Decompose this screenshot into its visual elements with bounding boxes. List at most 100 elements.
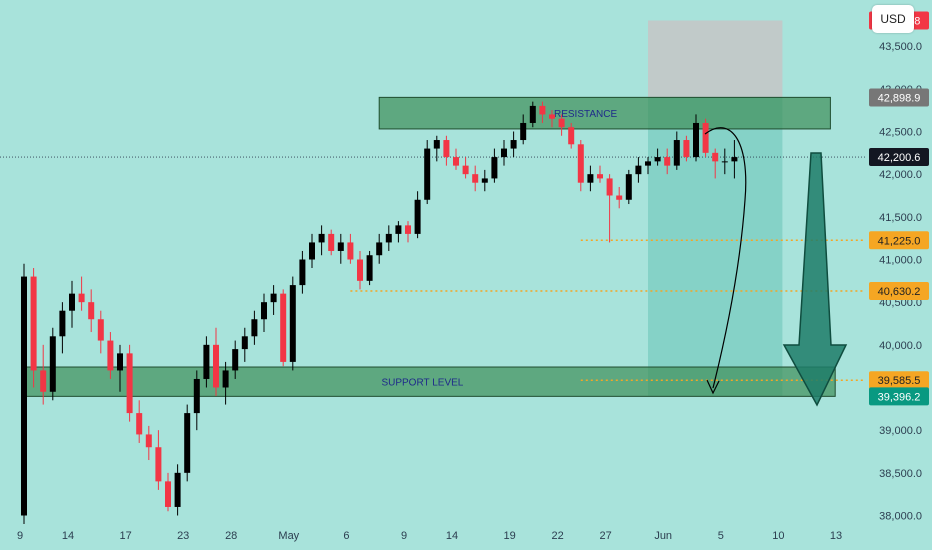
candle-body: [597, 174, 603, 179]
candle-body: [481, 178, 488, 183]
candle: [97, 310, 104, 354]
candle-body: [193, 378, 200, 414]
candle: [491, 148, 498, 183]
candle: [309, 233, 315, 269]
candle: [673, 131, 680, 170]
candle-body: [117, 353, 123, 371]
candle-body: [213, 344, 219, 388]
candle: [21, 263, 27, 525]
candle: [558, 114, 565, 136]
take-profit-zone: [648, 97, 783, 397]
candle: [107, 332, 114, 379]
candle-body: [558, 118, 565, 128]
candle-body: [136, 413, 143, 435]
candle: [289, 276, 296, 371]
time-tick-label: 9: [401, 530, 407, 542]
candle: [472, 165, 479, 192]
time-tick-label: 14: [62, 530, 74, 542]
candle-body: [270, 293, 277, 303]
projection-curve: [704, 127, 747, 389]
candle: [337, 233, 344, 264]
candle-body: [577, 144, 584, 183]
candle-body: [693, 122, 699, 158]
candle: [606, 174, 613, 243]
candle-body: [616, 195, 623, 200]
candle-body: [347, 242, 354, 260]
candle-body: [702, 122, 709, 153]
time-tick-label: 19: [503, 530, 515, 542]
time-tick-label: 17: [119, 530, 131, 542]
candle: [712, 148, 719, 179]
candle-body: [59, 310, 66, 337]
candle: [145, 425, 152, 461]
badge-40630: 40,630.2: [869, 282, 929, 301]
candle: [126, 344, 133, 422]
candle-body: [40, 370, 47, 392]
candle: [366, 250, 373, 286]
time-axis[interactable]: 9 14 17 23 28 May 6 9 14 19 22 27 Jun 5 10 13: [17, 530, 842, 542]
candle: [261, 293, 267, 333]
candle-body: [673, 140, 680, 166]
candle: [241, 327, 248, 362]
candle: [443, 135, 450, 166]
candle: [395, 221, 402, 243]
candle: [193, 370, 200, 431]
candle: [299, 250, 306, 294]
candle-body: [107, 340, 114, 371]
candle: [568, 122, 575, 149]
candle: [347, 233, 354, 264]
price-badge-background: [869, 88, 929, 107]
candle: [539, 101, 546, 123]
candle-body: [328, 233, 335, 251]
candle: [136, 400, 143, 443]
candle-body: [232, 349, 239, 371]
price-tick-label: 41,000.0: [879, 255, 922, 267]
candle: [683, 135, 690, 162]
candle-body: [529, 105, 536, 123]
candle: [529, 101, 536, 128]
candle: [731, 140, 738, 179]
badge-39585: 39,585.5: [869, 371, 929, 390]
candle-body: [414, 199, 421, 234]
candle-body: [289, 285, 296, 362]
candle-body: [97, 319, 104, 341]
candle-body: [405, 225, 411, 234]
candle: [453, 148, 459, 170]
candle-body: [510, 140, 517, 149]
candle: [213, 327, 219, 397]
currency-button[interactable]: USD: [872, 5, 914, 33]
candle: [587, 165, 594, 192]
candle: [635, 157, 642, 183]
time-tick-label: 27: [599, 530, 611, 542]
price-badge-label: 40,630.2: [878, 286, 921, 298]
candle-body: [385, 233, 392, 243]
price-axis[interactable]: 38,000.0 38,500.0 39,000.0 40,000.0 40,500.0…: [865, 0, 932, 550]
price-badge-label: 39,585.5: [878, 375, 921, 387]
time-tick-label: 5: [718, 530, 724, 542]
time-tick-label: Jun: [654, 530, 672, 542]
candle-body: [280, 293, 287, 362]
candle: [501, 140, 507, 166]
candle-body: [453, 157, 459, 166]
candle-body: [309, 242, 315, 260]
price-tick-label: 38,500.0: [879, 468, 922, 480]
candle-body: [21, 276, 27, 516]
candle: [462, 157, 469, 179]
candle: [40, 344, 47, 405]
candle-body: [664, 157, 671, 166]
candle: [78, 276, 85, 311]
badge-42898: 42,898.9: [869, 88, 929, 107]
candle-body: [165, 481, 171, 507]
price-badge-background: [869, 387, 929, 406]
candle-body: [683, 140, 690, 158]
price-tick-label: 40,000.0: [879, 340, 922, 352]
candle-body: [251, 319, 258, 337]
candle-body: [587, 174, 594, 183]
candle: [520, 114, 527, 145]
candle-body: [721, 161, 728, 163]
candle: [318, 225, 325, 256]
candle: [481, 169, 488, 192]
resistance-label: RESISTANCE: [554, 109, 617, 120]
price-badge-background: [869, 231, 929, 250]
